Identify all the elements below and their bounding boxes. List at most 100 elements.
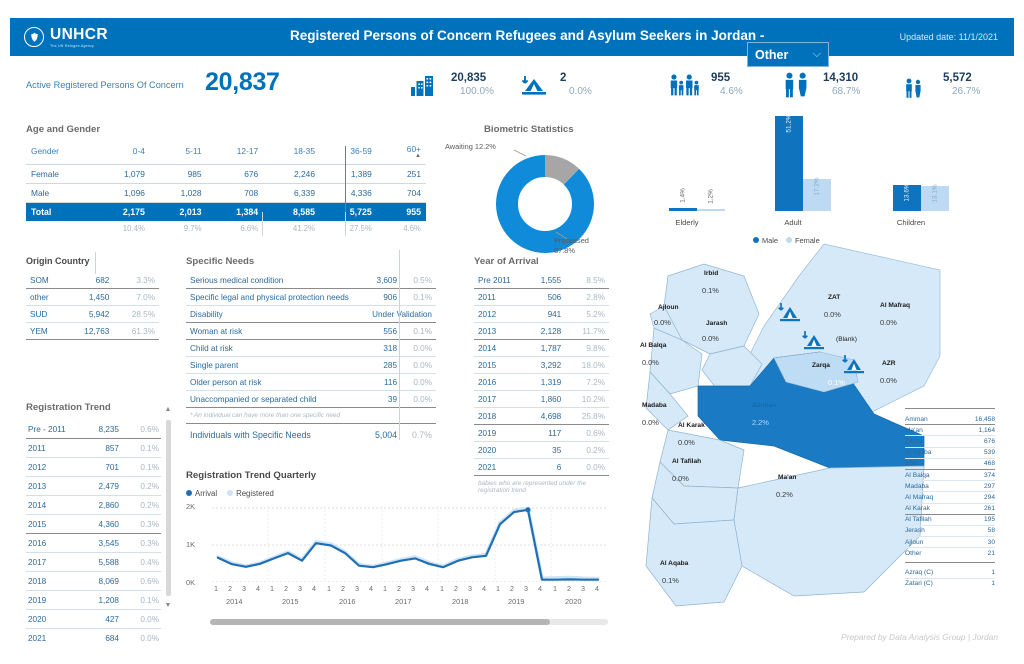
camp-marker-zat[interactable] xyxy=(776,302,802,331)
map-value-al-balqa: 0.0% xyxy=(642,358,659,367)
list-item[interactable]: Amman 16,458 xyxy=(905,414,995,426)
total-18-35: 8,585 xyxy=(263,202,320,221)
list-item[interactable]: Madaba 297 xyxy=(905,481,995,493)
map-region-maan[interactable] xyxy=(733,465,925,597)
list-item[interactable]: 2020 427 0.0% xyxy=(26,610,161,629)
table-row[interactable]: SOM 682 3.3% xyxy=(26,272,159,289)
list-item[interactable]: Zatari (C) 1 xyxy=(905,579,995,589)
legend-item-male[interactable]: Male xyxy=(753,236,778,245)
table-row[interactable]: SUD 5,942 28.5% xyxy=(26,305,159,323)
age-group-bar-chart[interactable]: 1.4% 1.2% Elderly 51.2% 17.2% Adult 13.6… xyxy=(655,108,955,245)
camp-marker-azr[interactable] xyxy=(840,354,866,383)
list-item[interactable]: Al Balqa 374 xyxy=(905,470,995,482)
list-item[interactable]: 2021 684 0.0% xyxy=(26,629,161,647)
table-row[interactable]: Single parent 285 0.0% xyxy=(186,356,436,374)
table-row[interactable]: 2019 117 0.6% xyxy=(474,424,609,442)
chevron-down-icon[interactable]: ⌵ xyxy=(812,48,821,60)
category-slicer[interactable]: Other ⌵ xyxy=(747,42,829,67)
bar-group-adult[interactable]: 51.2% 17.2% xyxy=(775,114,831,211)
bar-adult-female[interactable]: 17.2% xyxy=(803,177,831,211)
table-row[interactable]: 2018 4,698 25.8% xyxy=(474,407,609,425)
legend-label-male: Male xyxy=(762,236,779,245)
list-item[interactable]: Al Tafilah 195 xyxy=(905,515,995,526)
list-item[interactable]: Jerash 58 xyxy=(905,526,995,538)
list-item[interactable]: 2017 5,588 0.4% xyxy=(26,553,161,572)
map-region-ajloun[interactable] xyxy=(649,305,683,341)
list-item[interactable]: Irbid 468 xyxy=(905,459,995,470)
yoa-pct: 9.8% xyxy=(565,339,609,357)
list-item[interactable]: Al Aqaba 539 xyxy=(905,448,995,459)
list-item[interactable]: 2012 701 0.1% xyxy=(26,458,161,477)
bar-elderly-female[interactable]: 1.2% xyxy=(697,189,725,211)
x-year-label: 2016 xyxy=(339,597,356,606)
scrollbar-thumb[interactable] xyxy=(166,420,171,596)
pct-18-35: 41.2% xyxy=(292,224,315,233)
list-item[interactable]: 2016 3,545 0.3% xyxy=(26,534,161,553)
col-36-59[interactable]: 36-59 xyxy=(319,140,377,165)
bar-group-elderly[interactable]: 1.4% 1.2% xyxy=(669,188,725,211)
scroll-down-arrow-icon[interactable]: ▼ xyxy=(164,602,172,609)
table-row[interactable]: 2021 6 0.0% xyxy=(474,458,609,476)
table-row[interactable]: 2011 506 2.8% xyxy=(474,288,609,306)
table-row[interactable]: other 1,450 7.0% xyxy=(26,288,159,306)
table-row[interactable]: Specific legal and physical protection n… xyxy=(186,288,436,306)
col-18-35[interactable]: 18-35 xyxy=(263,140,320,165)
sort-ascending-icon[interactable]: ▲ xyxy=(415,153,421,159)
col-12-17[interactable]: 12-17 xyxy=(206,140,264,165)
camp-marker-blank[interactable] xyxy=(800,330,826,359)
table-row[interactable]: Pre 2011 1,555 8.5% xyxy=(474,272,609,289)
bar-children-male[interactable]: 13.6% xyxy=(893,183,921,211)
list-item[interactable]: 2013 2,479 0.2% xyxy=(26,477,161,496)
list-item[interactable]: Pre - 2011 8,235 0.6% xyxy=(26,420,161,439)
table-row[interactable]: 2013 2,128 11.7% xyxy=(474,322,609,340)
map-region-madaba[interactable] xyxy=(645,371,689,431)
list-item[interactable]: Ma'an 1,164 xyxy=(905,425,995,437)
list-item[interactable]: 2018 8,069 0.6% xyxy=(26,572,161,591)
table-row[interactable]: 2012 941 5.2% xyxy=(474,305,609,323)
table-row[interactable]: Unaccompanied or separated child 39 0.0% xyxy=(186,390,436,408)
col-gender[interactable]: Gender xyxy=(26,140,94,165)
col-0-4[interactable]: 0-4 xyxy=(93,140,150,165)
scrollbar-thumb[interactable] xyxy=(210,619,550,625)
table-row[interactable]: YEM 12,763 61.3% xyxy=(26,322,159,340)
bar-elderly-male[interactable]: 1.4% xyxy=(669,188,697,211)
registration-trend-scrollbar[interactable]: ▲ ▼ xyxy=(164,406,172,634)
legend-item-female[interactable]: Female xyxy=(786,236,820,245)
bar-adult-male[interactable]: 51.2% xyxy=(775,114,803,211)
col-5-11[interactable]: 5-11 xyxy=(149,140,207,165)
list-item[interactable]: 2019 1,208 0.1% xyxy=(26,591,161,610)
list-item[interactable]: Other 21 xyxy=(905,548,995,558)
table-row[interactable]: 2014 1,787 9.8% xyxy=(474,339,609,357)
line-chart-scrollbar[interactable] xyxy=(210,619,608,625)
table-row[interactable]: 2015 3,292 18.0% xyxy=(474,356,609,374)
list-item[interactable]: Ajloun 30 xyxy=(905,537,995,549)
bar-group-children[interactable]: 13.6% 13.1% xyxy=(893,183,949,211)
list-item[interactable]: Al Karak 261 xyxy=(905,504,995,515)
legend-label-registered: Registered xyxy=(236,489,274,498)
table-row[interactable]: Woman at risk 556 0.1% xyxy=(186,322,436,340)
table-row[interactable]: 2020 35 0.2% xyxy=(474,441,609,459)
table-row[interactable]: 2016 1,319 7.2% xyxy=(474,373,609,391)
map-region-al-aqaba[interactable] xyxy=(645,497,743,607)
col-60-plus[interactable]: 60+ ▲ xyxy=(376,140,426,165)
table-row[interactable]: Serious medical condition 3,609 0.5% xyxy=(186,272,436,289)
registration-trend-quarterly-chart[interactable]: Registration Trend Quarterly Arrival Reg… xyxy=(186,470,616,635)
list-item[interactable]: Al Mafraq 294 xyxy=(905,492,995,504)
list-item[interactable]: Azraq (C) 1 xyxy=(905,567,995,579)
table-row[interactable]: 2017 1,860 10.2% xyxy=(474,390,609,408)
bar-children-female[interactable]: 13.1% xyxy=(921,184,949,211)
table-row[interactable]: Child at risk 318 0.0% xyxy=(186,339,436,357)
yoa-count: 2,128 xyxy=(525,322,566,340)
legend-item-registered[interactable]: Registered xyxy=(227,489,274,498)
list-item[interactable]: 2014 2,860 0.2% xyxy=(26,496,161,515)
jordan-choropleth-map[interactable]: Irbid 0.1% Ajloun 0.0% Jarash 0.0% Al Ba… xyxy=(624,236,944,611)
legend-item-arrival[interactable]: Arrival xyxy=(186,489,217,498)
list-item[interactable]: 2011 857 0.1% xyxy=(26,439,161,458)
biometric-donut-chart[interactable]: Awaiting 12.2% Processed 87.8% xyxy=(445,140,620,260)
table-row[interactable]: Older person at risk 116 0.0% xyxy=(186,373,436,391)
scroll-up-arrow-icon[interactable]: ▲ xyxy=(164,406,172,413)
list-item[interactable]: 2015 4,360 0.3% xyxy=(26,515,161,534)
map-region-zarqa[interactable] xyxy=(773,351,859,393)
map-svg[interactable] xyxy=(624,236,944,611)
list-item[interactable]: Zarqa 676 xyxy=(905,436,995,448)
